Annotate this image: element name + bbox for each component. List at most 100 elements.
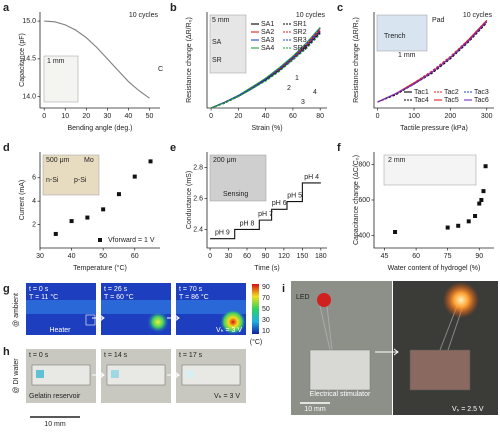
panel-label: d bbox=[3, 142, 10, 154]
scale-label: 10 mm bbox=[44, 421, 66, 428]
inset-label: Trench bbox=[384, 33, 406, 40]
y-tick-label: 15.0 bbox=[22, 18, 36, 25]
panel-label: b bbox=[170, 2, 177, 14]
y-axis-label: Conductance (mS) bbox=[186, 171, 193, 229]
data-point bbox=[479, 198, 484, 202]
x-tick-label: 80 bbox=[316, 113, 324, 120]
frame-time: t = 0 s bbox=[29, 352, 49, 359]
inset-label: n-Si bbox=[46, 177, 59, 184]
data-line bbox=[210, 33, 321, 109]
inset-label: Pad bbox=[432, 17, 445, 24]
legend-label: Tac6 bbox=[474, 97, 489, 104]
inset-label: 1 bbox=[295, 75, 299, 82]
thermal-frames bbox=[26, 283, 246, 335]
inset-label: 3 bbox=[301, 99, 305, 106]
y-tick-label: 14.5 bbox=[22, 56, 36, 63]
inset-label: Sensing bbox=[223, 191, 248, 198]
y-tick-label: 2.6 bbox=[193, 195, 203, 202]
legend-label: SA2 bbox=[261, 29, 274, 36]
x-axis-label: Time (s) bbox=[254, 265, 279, 272]
axes bbox=[206, 12, 327, 109]
frame-temp: T = 11 °C bbox=[29, 293, 58, 301]
x-axis-label: Water content of hydrogel (%) bbox=[388, 265, 481, 272]
panel-label: g bbox=[3, 283, 10, 295]
y-tick-label: 4 bbox=[32, 198, 36, 205]
frame-temp: T = 86 °C bbox=[179, 293, 209, 301]
frame-time: t = 26 s bbox=[104, 286, 128, 293]
x-axis-label: Tactile pressure (kPa) bbox=[400, 125, 468, 132]
chart-panel: f 2 mm 45 60 75 90 400 600 800 Water content of h… bbox=[337, 142, 494, 272]
x-axis-label: Strain (%) bbox=[251, 125, 282, 132]
legend-label: SR4 bbox=[293, 45, 307, 52]
y-axis-label: Resistance change (ΔR/R₀) bbox=[353, 17, 360, 103]
step-label: pH 4 bbox=[304, 174, 319, 181]
legend-label: Vforward = 1 V bbox=[108, 237, 155, 244]
step-label: pH 7 bbox=[258, 211, 273, 218]
step-label: pH 5 bbox=[287, 192, 302, 199]
inset-label: C bbox=[158, 66, 163, 73]
chart-panel: e 200 μm Sensing 0 30 60 90 120 150 180 2.4 2.6 2.8 T… bbox=[170, 142, 327, 272]
photo-frames bbox=[26, 349, 246, 403]
x-tick-label: 20 bbox=[82, 113, 90, 120]
x-tick-label: 20 bbox=[234, 113, 242, 120]
colorbar-unit: (°C) bbox=[250, 338, 263, 346]
inset-label: 2 bbox=[287, 85, 291, 92]
data-point bbox=[483, 164, 488, 169]
inset-image bbox=[209, 154, 267, 202]
scale-label: 10 mm bbox=[304, 406, 326, 413]
y-tick-label: 2 bbox=[32, 221, 36, 228]
led-photos bbox=[291, 281, 498, 415]
x-tick-label: 180 bbox=[315, 253, 327, 260]
chart-panel: a 1 mm C 0 10 20 30 40 50 14.0 14.5 15.0 Bending ang… bbox=[3, 2, 163, 132]
legend-label: SR3 bbox=[293, 37, 307, 44]
voltage-label: Vₛ = 2.5 V bbox=[452, 406, 484, 413]
frame-time: t = 14 s bbox=[104, 352, 128, 359]
legend-label: SA3 bbox=[261, 37, 274, 44]
inset-label: 500 μm bbox=[46, 157, 70, 164]
x-tick-label: 30 bbox=[225, 253, 233, 260]
inset-label: Mo bbox=[84, 157, 94, 164]
x-tick-label: 0 bbox=[42, 113, 46, 120]
step-label: pH 6 bbox=[272, 200, 287, 207]
x-axis-label: Bending angle (deg.) bbox=[68, 125, 133, 132]
legend-label: SR1 bbox=[293, 21, 307, 28]
voltage-label: Vₕ = 3 V bbox=[214, 393, 240, 400]
legend-marker bbox=[98, 238, 102, 242]
legend-label: SA4 bbox=[261, 45, 274, 52]
annotation: 10 cycles bbox=[129, 12, 159, 19]
colorbar-label: 50 bbox=[262, 306, 270, 313]
y-axis-label: Capacitance (pF) bbox=[19, 33, 26, 87]
panel-label: h bbox=[3, 346, 10, 358]
colorbar-label: 90 bbox=[262, 284, 270, 291]
x-tick-label: 60 bbox=[131, 253, 139, 260]
legend-label: Tac1 bbox=[414, 89, 429, 96]
x-tick-label: 90 bbox=[475, 253, 483, 260]
data-line bbox=[210, 32, 321, 109]
x-tick-label: 90 bbox=[262, 253, 270, 260]
inset-label: 1 mm bbox=[47, 58, 65, 65]
x-tick-label: 45 bbox=[381, 253, 389, 260]
legend-label: Tac5 bbox=[444, 97, 459, 104]
inset-label: 200 μm bbox=[213, 157, 237, 164]
step-label: pH 9 bbox=[215, 230, 230, 237]
y-axis-label: Resistance change (ΔR/R₀) bbox=[186, 17, 193, 103]
inset-label: SR bbox=[212, 57, 222, 64]
legend-label: Tac3 bbox=[474, 89, 489, 96]
frame-temp: T = 60 °C bbox=[104, 293, 134, 301]
legend-label: SA1 bbox=[261, 21, 274, 28]
x-tick-label: 10 bbox=[61, 113, 69, 120]
inset-label: 5 mm bbox=[212, 17, 230, 24]
data-point bbox=[456, 223, 461, 228]
y-tick-label: 600 bbox=[358, 197, 370, 204]
legend-label: SR2 bbox=[293, 29, 307, 36]
x-tick-label: 300 bbox=[481, 113, 493, 120]
data-line bbox=[377, 21, 488, 103]
inset-label: 2 mm bbox=[388, 157, 406, 164]
y-tick-label: 2.8 bbox=[193, 164, 203, 171]
x-tick-label: 40 bbox=[68, 253, 76, 260]
x-axis-label: Temperature (°C) bbox=[73, 264, 127, 272]
x-tick-label: 30 bbox=[103, 113, 111, 120]
x-tick-label: 200 bbox=[445, 113, 457, 120]
x-tick-label: 0 bbox=[209, 113, 213, 120]
panel-label: i bbox=[282, 283, 285, 295]
